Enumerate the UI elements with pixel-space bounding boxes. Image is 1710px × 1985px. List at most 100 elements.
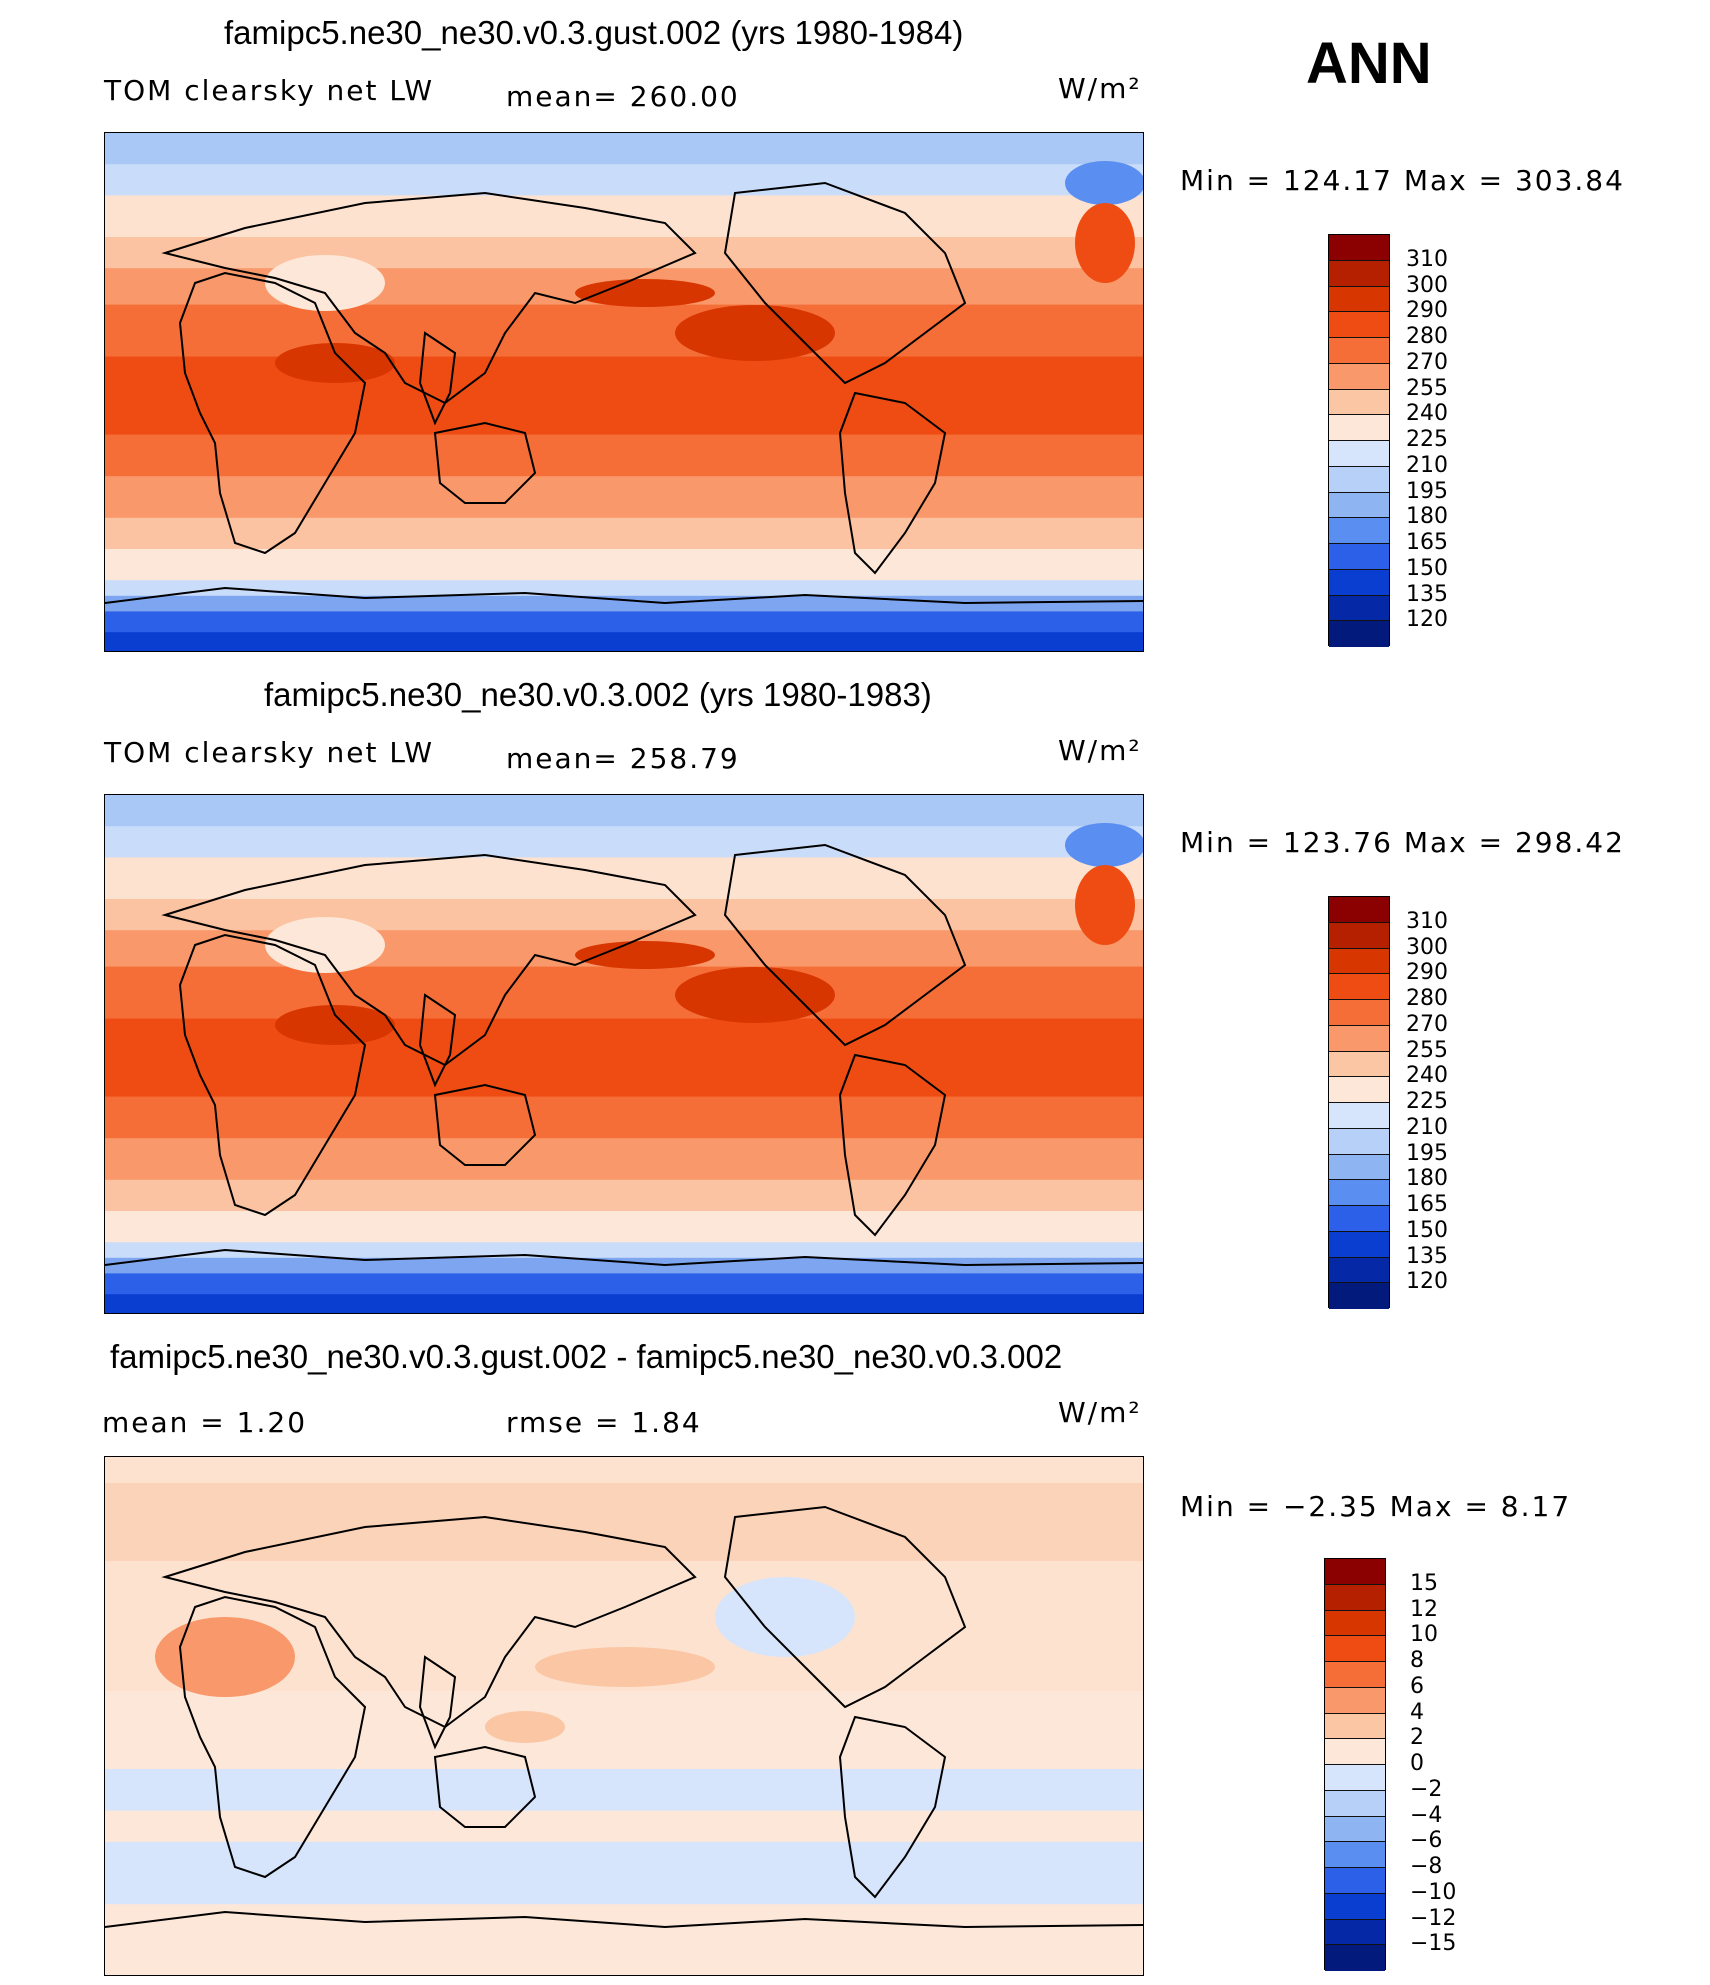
- panel-1-minmax: Min = 124.17 Max = 303.84: [1180, 164, 1625, 197]
- colorbar-swatch: [1329, 466, 1389, 493]
- coastline: [105, 1248, 1143, 1267]
- field-band: [105, 826, 1143, 859]
- colorbar-tick-label: 135: [1406, 1243, 1448, 1269]
- coastline: [161, 1515, 697, 1729]
- field-band: [105, 1810, 1143, 1843]
- coastline: [433, 1083, 537, 1166]
- colorbar-tick-label: 10: [1410, 1622, 1438, 1648]
- field-band: [105, 899, 1143, 932]
- colorbar-swatch: [1325, 1893, 1385, 1920]
- colorbar-tick-label: −8: [1410, 1854, 1443, 1879]
- colorbar-tick-label: 225: [1406, 427, 1448, 452]
- colorbar-swatch: [1325, 1842, 1385, 1868]
- colorbar-swatch: [1329, 922, 1389, 949]
- colorbar-tick-label: 255: [1406, 375, 1448, 401]
- colorbar-swatch: [1329, 595, 1389, 622]
- colorbar-tick-label: −6: [1410, 1828, 1443, 1854]
- field-band: [105, 164, 1143, 197]
- colorbar-swatch: [1329, 441, 1389, 467]
- panel-2-title: famipc5.ne30_ne30.v0.3.002 (yrs 1980-198…: [264, 676, 932, 713]
- colorbar-swatch: [1329, 415, 1389, 441]
- field-band: [105, 1138, 1143, 1181]
- colorbar-tick-label: 210: [1406, 1114, 1448, 1140]
- field-feature: [535, 1647, 715, 1687]
- field-band: [105, 1018, 1143, 1098]
- panel-3-map: [104, 1456, 1144, 1976]
- colorbar-tick-label: 310: [1406, 908, 1448, 934]
- coastline: [838, 391, 947, 575]
- colorbar-swatch: [1325, 1662, 1385, 1688]
- colorbar-swatch: [1325, 1636, 1385, 1662]
- panel-1-units: W/m²: [1058, 72, 1142, 105]
- panel-2-field: [105, 795, 1143, 1313]
- coastline: [723, 181, 967, 385]
- colorbar-swatch: [1329, 338, 1389, 364]
- field-band: [105, 1273, 1143, 1296]
- colorbar-tick-label: 290: [1406, 960, 1448, 986]
- colorbar-tick-label: −2: [1410, 1776, 1443, 1802]
- colorbar-tick-label: 150: [1406, 1217, 1448, 1243]
- field-feature: [1065, 823, 1143, 867]
- panel-3-title: famipc5.ne30_ne30.v0.3.gust.002 - famipc…: [110, 1338, 1063, 1375]
- coastline: [105, 1910, 1143, 1929]
- field-band: [105, 1294, 1143, 1313]
- field-band: [105, 580, 1143, 597]
- colorbar-tick-label: 15: [1410, 1570, 1438, 1596]
- panel-2-minmax: Min = 123.76 Max = 298.42: [1180, 826, 1625, 859]
- coastline: [418, 993, 457, 1088]
- colorbar-swatch: [1325, 1584, 1385, 1611]
- panel-2-mean: mean= 258.79: [506, 742, 740, 775]
- colorbar-swatch: [1329, 518, 1389, 544]
- field-band: [105, 611, 1143, 634]
- panel-2-units: W/m²: [1058, 734, 1142, 767]
- colorbar-swatch: [1325, 1816, 1385, 1843]
- colorbar-tick-label: 240: [1406, 1063, 1448, 1089]
- panel-3-minmax: Min = −2.35 Max = 8.17: [1180, 1490, 1572, 1523]
- colorbar-tick-label: 150: [1406, 555, 1448, 581]
- coastline: [723, 843, 967, 1047]
- coastline: [433, 1745, 537, 1828]
- colorbar-swatch: [1325, 1765, 1385, 1791]
- colorbar-tick-label: 210: [1406, 452, 1448, 478]
- colorbar-swatch: [1329, 235, 1389, 261]
- coastline: [723, 1505, 967, 1709]
- panel-1-variable-label: TOM clearsky net LW: [104, 74, 435, 107]
- field-feature: [1075, 203, 1135, 283]
- field-band: [105, 1096, 1143, 1140]
- colorbar-swatch: [1329, 1128, 1389, 1155]
- panel-3-mean: mean = 1.20: [102, 1406, 308, 1439]
- colorbar-tick-label: 2: [1410, 1725, 1424, 1751]
- coastline: [178, 1595, 367, 1879]
- colorbar-tick-label: 255: [1406, 1037, 1448, 1063]
- panel-1-colorbar: [1328, 234, 1390, 647]
- panel-1-field: [105, 133, 1143, 651]
- field-band: [105, 1691, 1143, 1770]
- panel-3-colorbar: [1324, 1558, 1386, 1971]
- colorbar-tick-label: 165: [1406, 1192, 1448, 1217]
- colorbar-tick-label: 290: [1406, 298, 1448, 324]
- field-band: [105, 1841, 1143, 1906]
- colorbar-tick-label: 270: [1406, 1011, 1448, 1037]
- colorbar-swatch: [1325, 1868, 1385, 1894]
- colorbar-swatch: [1329, 1025, 1389, 1052]
- coastline: [161, 853, 697, 1067]
- field-band: [105, 595, 1143, 613]
- colorbar-tick-label: 280: [1406, 324, 1448, 349]
- panel-3-rmse: rmse = 1.84: [506, 1406, 702, 1439]
- colorbar-tick-label: 0: [1410, 1751, 1424, 1776]
- colorbar-tick-label: −12: [1410, 1905, 1457, 1931]
- field-feature: [1075, 865, 1135, 945]
- colorbar-tick-label: 225: [1406, 1089, 1448, 1114]
- field-feature: [265, 255, 385, 311]
- colorbar-swatch: [1329, 492, 1389, 519]
- coastline: [178, 933, 367, 1217]
- colorbar-tick-label: 195: [1406, 478, 1448, 504]
- colorbar-swatch: [1329, 389, 1389, 416]
- field-feature: [155, 1617, 295, 1697]
- colorbar-swatch: [1329, 897, 1389, 923]
- colorbar-tick-label: 6: [1410, 1673, 1424, 1699]
- panel-3-field: [105, 1457, 1143, 1975]
- coastline: [418, 331, 457, 426]
- coastline: [105, 586, 1143, 605]
- colorbar-tick-label: 300: [1406, 934, 1448, 960]
